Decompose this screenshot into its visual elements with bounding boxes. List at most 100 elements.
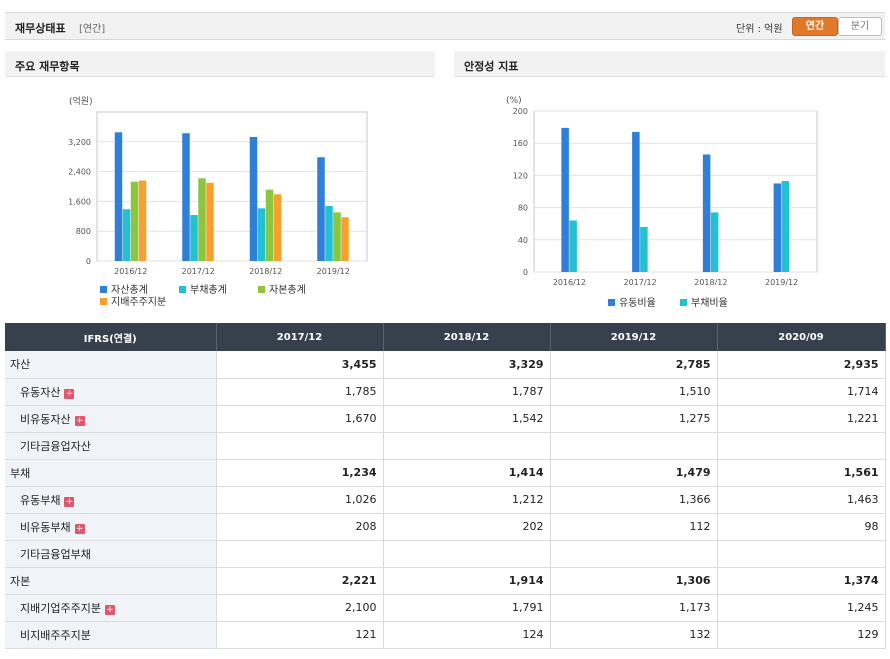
table-cell: 1,026 xyxy=(216,486,384,514)
legend-label: 유동비율 xyxy=(619,297,656,309)
table-cell: 1,787 xyxy=(383,378,551,406)
row-label-text: 기타금융업부채 xyxy=(20,547,91,561)
table-cell: 1,245 xyxy=(717,594,886,622)
row-label-text: 비유동부채 xyxy=(20,520,71,534)
y-tick-label: 120 xyxy=(513,171,528,180)
row-label-text: 자산 xyxy=(10,358,31,372)
section-header: 재무상태표 [연간] 단위 : 억원 연간 분기 xyxy=(5,12,885,40)
table-cell: 1,234 xyxy=(216,459,384,487)
table-cell: 98 xyxy=(717,513,886,541)
legend-swatch xyxy=(608,299,615,306)
bar xyxy=(138,180,147,261)
table-cell: 2,935 xyxy=(717,351,886,379)
table-cell: 2,221 xyxy=(216,567,384,595)
table-row: 기타금융업자산 xyxy=(5,432,886,460)
x-tick-label: 2019/12 xyxy=(765,278,798,287)
y-tick-label: 200 xyxy=(513,107,528,116)
y-tick-label: 800 xyxy=(76,227,91,236)
table-row: 비유동부채 +208 202 112 98 xyxy=(5,513,886,541)
table-cell xyxy=(717,540,886,568)
y-tick-label: 0 xyxy=(86,257,91,266)
expand-plus-icon[interactable]: + xyxy=(64,496,75,507)
table-cell: 1,374 xyxy=(717,567,886,595)
bar xyxy=(325,205,333,261)
table-cell: 1,670 xyxy=(216,405,384,433)
row-label: 유동부채 + xyxy=(5,486,217,514)
expand-plus-icon[interactable]: + xyxy=(64,388,75,399)
y-axis-label: (억원) xyxy=(69,95,93,107)
table-row: 비유동자산 +1,670 1,542 1,275 1,221 xyxy=(5,405,886,433)
table-cell: 2,100 xyxy=(216,594,384,622)
annual-toggle-button[interactable]: 연간 xyxy=(792,17,838,36)
bar xyxy=(773,183,782,272)
table-cell xyxy=(717,432,886,460)
expand-plus-icon[interactable]: + xyxy=(104,604,115,615)
table-cell: 2,785 xyxy=(550,351,718,379)
legend-swatch xyxy=(680,299,687,306)
x-tick-label: 2019/12 xyxy=(317,267,350,276)
bar xyxy=(273,194,282,261)
expand-plus-icon[interactable]: + xyxy=(74,415,85,426)
main-items-chart: 0 800 1,600 2,400 3,200 (억원) 2016/12 2017/12 201… xyxy=(68,95,368,308)
legend-label: 지배주주지분 xyxy=(111,296,166,308)
table-row: 자산 3,455 3,329 2,785 2,935 xyxy=(5,351,886,379)
table-cell: 1,366 xyxy=(550,486,718,514)
y-tick-label: 80 xyxy=(518,204,528,213)
table-cell: 112 xyxy=(550,513,718,541)
table-cell: 1,914 xyxy=(383,567,551,595)
row-label: 비지배주주지분 xyxy=(5,621,217,649)
table-row: 유동부채 +1,026 1,212 1,366 1,463 xyxy=(5,486,886,514)
right-panel-title: 안정성 지표 xyxy=(454,51,885,77)
bar xyxy=(190,215,198,261)
row-label-text: 기타금융업자산 xyxy=(20,439,91,453)
row-label: 자산 xyxy=(5,351,217,379)
bar xyxy=(182,133,190,261)
header-col: 2019/12 xyxy=(550,323,718,351)
bar xyxy=(206,182,214,261)
table-cell: 1,414 xyxy=(383,459,551,487)
table-cell: 202 xyxy=(383,513,551,541)
bar xyxy=(333,212,341,261)
y-tick-label: 1,600 xyxy=(68,197,91,206)
legend-label: 자산총계 xyxy=(111,284,148,296)
expand-plus-icon[interactable]: + xyxy=(74,523,85,534)
row-label-text: 비지배주주지분 xyxy=(20,628,91,642)
table-cell: 3,455 xyxy=(216,351,384,379)
table-cell xyxy=(383,432,551,460)
header-col: 2018/12 xyxy=(383,323,551,351)
x-tick-label: 2017/12 xyxy=(182,267,215,276)
table-row: 비지배주주지분 121 124 132 129 xyxy=(5,621,886,649)
legend-swatch xyxy=(179,286,186,293)
bar xyxy=(702,154,711,272)
header-ifrs: IFRS(연결) xyxy=(5,323,217,351)
table-cell: 124 xyxy=(383,621,551,649)
bar xyxy=(561,127,569,272)
y-tick-label: 160 xyxy=(513,139,528,148)
bar xyxy=(122,209,131,261)
bar xyxy=(317,157,325,261)
header-col: 2020/09 xyxy=(717,323,886,351)
legend-swatch xyxy=(100,298,107,305)
bar xyxy=(569,220,577,272)
table-cell xyxy=(216,432,384,460)
period-tag: [연간] xyxy=(79,24,106,35)
row-label: 비유동자산 + xyxy=(5,405,217,433)
x-tick-label: 2018/12 xyxy=(694,278,727,287)
table-cell xyxy=(550,540,718,568)
stability-chart: 0 40 80 120 160 200(%) 2016/12 2017/12 2018/12 20… xyxy=(506,96,818,309)
table-row: 부채 1,234 1,414 1,479 1,561 xyxy=(5,459,886,487)
header-col: 2017/12 xyxy=(216,323,384,351)
table-cell: 1,173 xyxy=(550,594,718,622)
table-cell: 1,714 xyxy=(717,378,886,406)
table-row: 자본 2,221 1,914 1,306 1,374 xyxy=(5,567,886,595)
bar xyxy=(632,131,640,272)
table-cell: 1,479 xyxy=(550,459,718,487)
y-tick-label: 0 xyxy=(523,268,528,277)
row-label-text: 유동부채 xyxy=(20,493,61,507)
bar xyxy=(249,136,258,261)
bar xyxy=(341,217,349,261)
quarter-toggle-button[interactable]: 분기 xyxy=(838,17,882,36)
table-cell: 1,791 xyxy=(383,594,551,622)
y-tick-label: 3,200 xyxy=(68,138,91,147)
table-cell: 129 xyxy=(717,621,886,649)
